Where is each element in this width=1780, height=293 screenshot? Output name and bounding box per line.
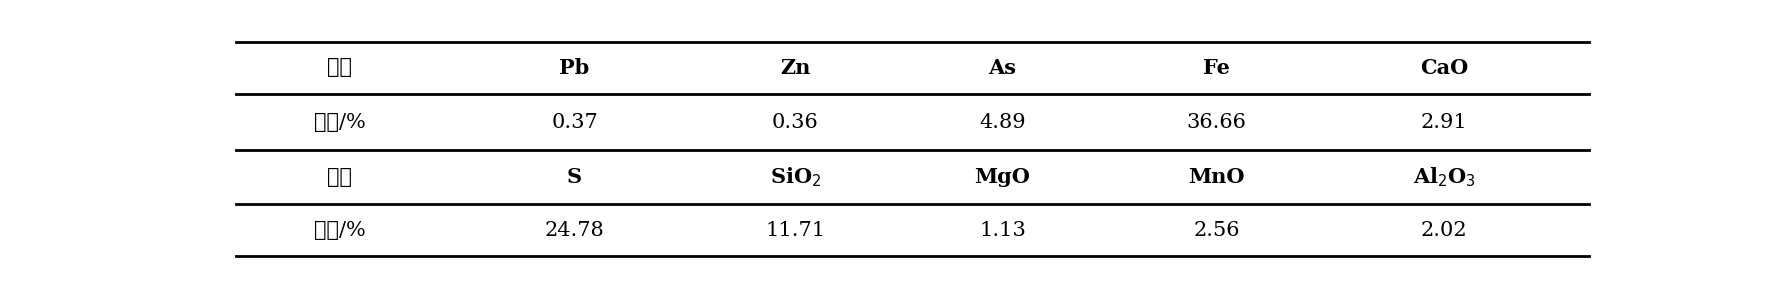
Text: 24.78: 24.78 xyxy=(545,221,603,240)
Text: 元素: 元素 xyxy=(328,58,352,77)
Text: 1.13: 1.13 xyxy=(979,221,1025,240)
Text: Zn: Zn xyxy=(780,58,810,78)
Text: As: As xyxy=(988,58,1016,78)
Text: MnO: MnO xyxy=(1187,167,1244,187)
Text: S: S xyxy=(566,167,582,187)
Text: 2.91: 2.91 xyxy=(1420,113,1467,132)
Text: Fe: Fe xyxy=(1202,58,1230,78)
Text: SiO$_2$: SiO$_2$ xyxy=(769,166,821,189)
Text: MgO: MgO xyxy=(974,167,1031,187)
Text: 元素: 元素 xyxy=(328,168,352,187)
Text: 4.89: 4.89 xyxy=(979,113,1025,132)
Text: 2.02: 2.02 xyxy=(1420,221,1467,240)
Text: 0.37: 0.37 xyxy=(552,113,598,132)
Text: CaO: CaO xyxy=(1419,58,1467,78)
Text: 2.56: 2.56 xyxy=(1193,221,1239,240)
Text: 含量/%: 含量/% xyxy=(313,113,365,132)
Text: 含量/%: 含量/% xyxy=(313,221,365,240)
Text: 36.66: 36.66 xyxy=(1185,113,1246,132)
Text: 11.71: 11.71 xyxy=(765,221,826,240)
Text: Al$_2$O$_3$: Al$_2$O$_3$ xyxy=(1412,166,1474,189)
Text: 0.36: 0.36 xyxy=(773,113,819,132)
Text: Pb: Pb xyxy=(559,58,589,78)
